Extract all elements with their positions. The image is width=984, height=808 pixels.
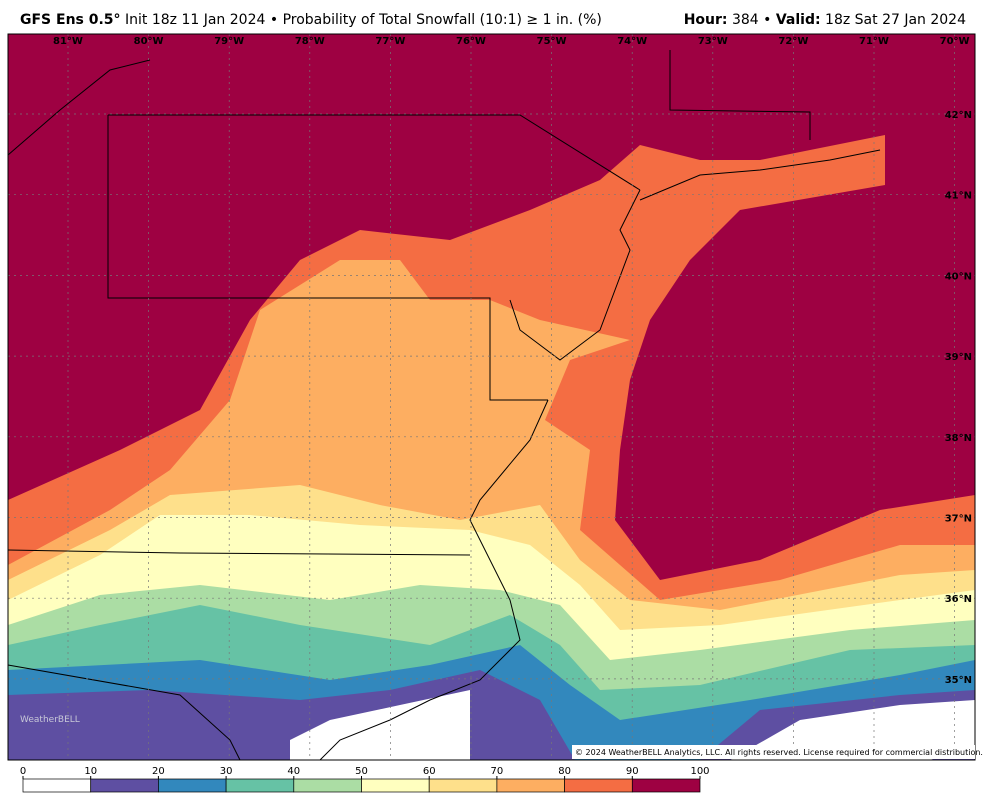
colorbar-segment xyxy=(496,778,565,793)
lon-label: 70°W xyxy=(940,36,970,47)
lat-label: 39°N xyxy=(945,352,972,363)
colorbar-segment xyxy=(90,778,159,793)
valid: 18z Sat 27 Jan 2024 xyxy=(825,12,966,28)
lon-label: 80°W xyxy=(134,36,164,47)
copyright-box xyxy=(572,745,975,759)
state-line xyxy=(669,50,811,140)
lake-shore xyxy=(7,59,151,156)
separator: • xyxy=(763,12,772,28)
colorbar-segment xyxy=(564,778,633,793)
valid-info: Hour: 384 • Valid: 18z Sat 27 Jan 2024 xyxy=(684,12,966,28)
watermark: WeatherBELL xyxy=(20,715,80,725)
lon-label: 76°W xyxy=(456,36,486,47)
probability-bands xyxy=(8,34,975,760)
separator: • xyxy=(269,12,279,28)
coastline xyxy=(319,399,549,761)
colorbar-segment xyxy=(361,778,430,793)
colorbar-label: 80 xyxy=(558,766,571,777)
band xyxy=(290,690,470,760)
lon-label: 75°W xyxy=(537,36,567,47)
colorbar-label: 50 xyxy=(355,766,368,777)
colorbar-segment xyxy=(22,778,92,793)
state-line xyxy=(7,549,471,556)
lat-label: 36°N xyxy=(945,594,972,605)
colorbar-segment xyxy=(428,778,498,793)
hour: 384 xyxy=(731,12,759,28)
colorbar-segment xyxy=(631,778,701,793)
lat-label: 37°N xyxy=(945,514,972,525)
colorbar-segment xyxy=(225,778,295,793)
init: Init 18z 11 Jan 2024 xyxy=(125,12,266,28)
colorbar-label: 0 xyxy=(20,766,26,777)
colorbar-label: 100 xyxy=(690,766,709,777)
colorbar-label: 40 xyxy=(287,766,300,777)
coastline xyxy=(509,189,641,361)
colorbar-label: 90 xyxy=(626,766,639,777)
lon-label: 74°W xyxy=(617,36,647,47)
lon-label: 71°W xyxy=(859,36,889,47)
valid-label: Valid: xyxy=(775,12,821,28)
boundaries xyxy=(7,50,881,761)
lat-label: 35°N xyxy=(945,675,972,686)
lon-label: 79°W xyxy=(214,36,244,47)
state-line xyxy=(108,114,641,191)
colorbar-label: 60 xyxy=(423,766,436,777)
title: GFS Ens 0.5° Init 18z 11 Jan 2024 • Prob… xyxy=(20,12,602,28)
hour-label: Hour: xyxy=(683,12,728,28)
lat-label: 42°N xyxy=(945,110,972,121)
lon-label: 81°W xyxy=(53,36,83,47)
header: GFS Ens 0.5° Init 18z 11 Jan 2024 • Prob… xyxy=(0,0,984,34)
lon-label: 78°W xyxy=(295,36,325,47)
colorbar: 0 10 20 30 40 50 60 70 80 90 100 xyxy=(20,766,710,793)
state-line xyxy=(7,664,241,761)
colorbar-label: 70 xyxy=(491,766,504,777)
colorbar-label: 30 xyxy=(220,766,233,777)
lon-label: 77°W xyxy=(375,36,405,47)
lon-label: 73°W xyxy=(698,36,728,47)
lat-label: 38°N xyxy=(945,433,972,444)
colorbar-label: 10 xyxy=(84,766,97,777)
state-line xyxy=(107,115,548,401)
graticule: 81°W 80°W 79°W 78°W 77°W 76°W 75°W 74°W 73°W 72°W… xyxy=(8,34,975,760)
lon-label: 72°W xyxy=(778,36,808,47)
copyright: © 2024 WeatherBELL Analytics, LLC. All r… xyxy=(575,748,983,757)
colorbar-segment xyxy=(293,778,362,793)
coastline xyxy=(639,149,881,201)
map-frame xyxy=(7,33,976,761)
colorbar-segment xyxy=(158,778,227,793)
product: Probability of Total Snowfall (10:1) ≥ 1… xyxy=(282,12,602,28)
lat-label: 41°N xyxy=(945,191,972,202)
lat-label: 40°N xyxy=(945,271,972,282)
model: GFS Ens 0.5° xyxy=(20,12,121,28)
colorbar-label: 20 xyxy=(152,766,165,777)
